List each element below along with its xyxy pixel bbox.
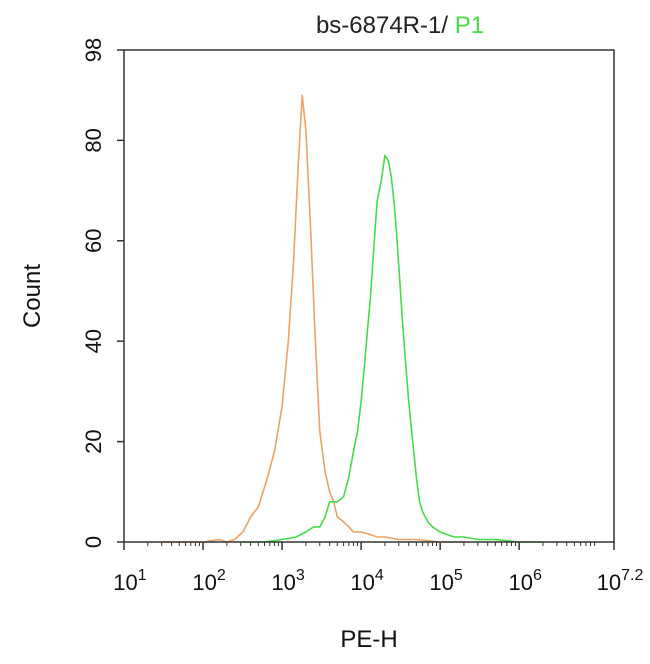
x-tick-label: 101 xyxy=(113,567,146,595)
x-tick-label: 103 xyxy=(271,567,304,595)
y-axis-title: Count xyxy=(19,264,46,328)
plot-frame xyxy=(123,49,615,543)
x-tick-label: 106 xyxy=(508,567,541,595)
y-tick-label: 98 xyxy=(81,38,106,62)
y-tick-label: 80 xyxy=(81,128,106,152)
x-tick-label: 104 xyxy=(350,567,383,595)
chart-title-highlight: P1 xyxy=(455,12,484,39)
x-tick-label: 107.2 xyxy=(597,567,644,595)
x-axis-ticks: 101 102 103 104 105 106 107.2 xyxy=(113,542,643,595)
x-tick-label: 105 xyxy=(429,567,462,595)
series-layer xyxy=(161,94,543,543)
x-axis-title: PE-H xyxy=(340,626,397,653)
chart-title: bs-6874R-1/ P1 xyxy=(316,12,484,39)
y-tick-label: 20 xyxy=(81,429,106,453)
y-tick-label: 40 xyxy=(81,329,106,353)
y-tick-label: 60 xyxy=(81,229,106,253)
y-tick-label: 0 xyxy=(81,536,106,548)
chart-title-prefix: bs-6874R-1/ xyxy=(316,12,455,39)
series-line-1 xyxy=(161,94,464,543)
series-line-2 xyxy=(240,154,543,543)
y-axis-ticks: 0 20 40 60 80 98 xyxy=(81,38,124,548)
x-tick-label: 102 xyxy=(192,567,225,595)
